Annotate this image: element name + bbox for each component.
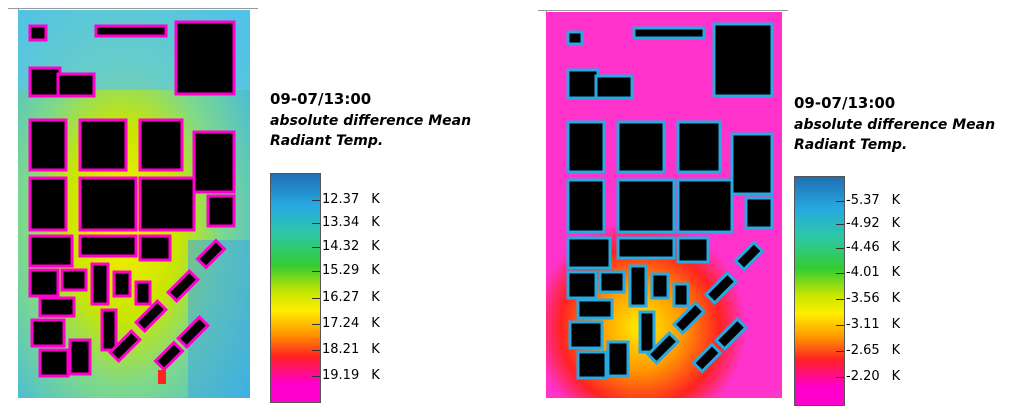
scale-tick xyxy=(836,273,844,274)
scale-label: -4.92 K xyxy=(846,216,901,231)
diagonal-buildings xyxy=(646,240,765,374)
scale-tick xyxy=(312,324,320,325)
scale-tick xyxy=(836,299,844,300)
scale-tick xyxy=(836,351,844,352)
scale-label: -2.65 K xyxy=(846,343,901,358)
scale-label: 19.19 K xyxy=(322,368,380,383)
scale-tick xyxy=(312,271,320,272)
scale-tick xyxy=(836,325,844,326)
buildings xyxy=(566,22,774,380)
scale-tick xyxy=(836,224,844,225)
buildings xyxy=(28,20,236,378)
scale-label: 14.32 K xyxy=(322,239,380,254)
scale-tick xyxy=(312,350,320,351)
scale-tick xyxy=(312,298,320,299)
map-canvas xyxy=(18,10,250,398)
scale-label: 18.21 K xyxy=(322,342,380,357)
top-ruler xyxy=(8,0,258,9)
scale-label: 12.37 K xyxy=(322,192,380,207)
scale-tick xyxy=(312,247,320,248)
diagonal-buildings xyxy=(108,238,227,372)
scale-tick xyxy=(836,201,844,202)
scale-label: -4.46 K xyxy=(846,240,901,255)
scale-label: -4.01 K xyxy=(846,265,901,280)
variable-name-line1: absolute difference Mean xyxy=(270,113,472,129)
variable-name-line1: absolute difference Mean xyxy=(794,117,996,133)
color-scale-bar xyxy=(794,176,845,406)
right-result-panel: 09-07/13:00 absolute difference Mean Rad… xyxy=(530,0,1014,406)
scale-tick xyxy=(836,377,844,378)
timestamp-label: 09-07/13:00 xyxy=(794,94,896,112)
top-ruler xyxy=(538,0,788,11)
scale-tick xyxy=(836,248,844,249)
scale-label: 17.24 K xyxy=(322,316,380,331)
scale-label: -3.11 K xyxy=(846,317,901,332)
scale-label: 15.29 K xyxy=(322,263,380,278)
mrt-difference-map xyxy=(18,10,250,398)
left-result-panel: 09-07/13:00 absolute difference Mean Rad… xyxy=(0,0,500,403)
variable-name-line2: Radiant Temp. xyxy=(794,137,908,153)
mrt-difference-map xyxy=(546,12,782,398)
scale-tick xyxy=(312,200,320,201)
scale-label: -3.56 K xyxy=(846,291,901,306)
scale-tick xyxy=(312,376,320,377)
scale-label: -2.20 K xyxy=(846,369,901,384)
scale-label: 16.27 K xyxy=(322,290,380,305)
scale-tick xyxy=(312,223,320,224)
timestamp-label: 09-07/13:00 xyxy=(270,90,372,108)
map-canvas xyxy=(546,12,782,398)
scale-label: -5.37 K xyxy=(846,193,901,208)
scale-label: 13.34 K xyxy=(322,215,380,230)
variable-name-line2: Radiant Temp. xyxy=(270,133,384,149)
color-scale-bar xyxy=(270,173,321,403)
